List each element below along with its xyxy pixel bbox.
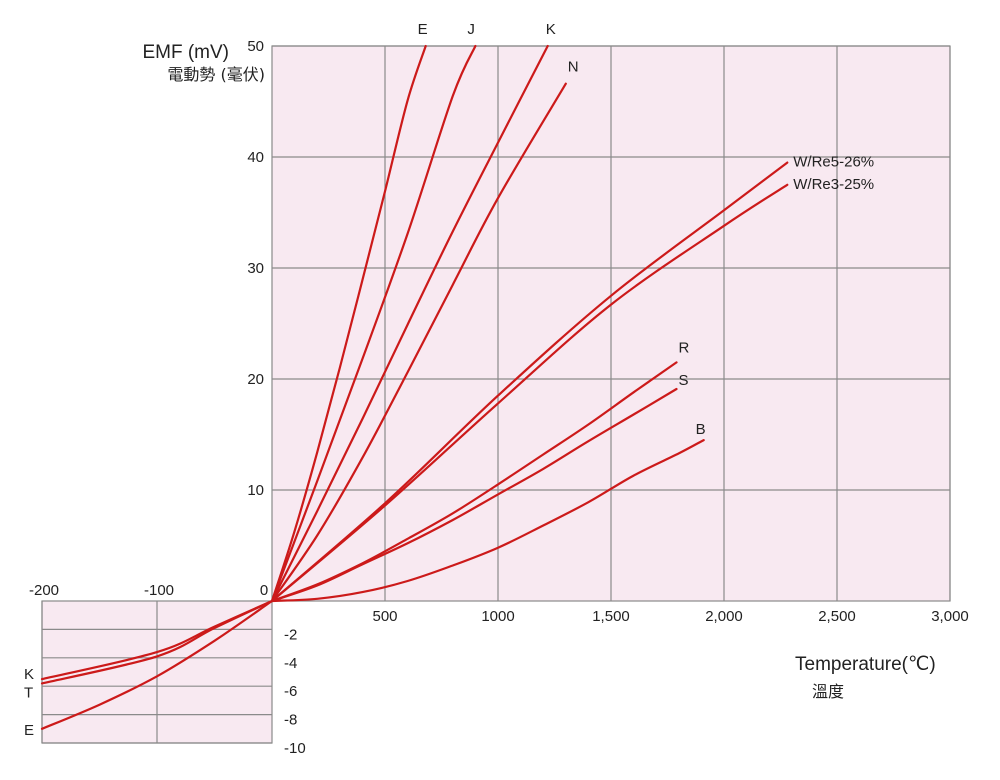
y-tick-label: 40	[247, 149, 264, 166]
series-label-k: K	[546, 21, 556, 38]
series-label-e: E	[24, 722, 34, 739]
y-tick-label-neg: -10	[284, 740, 306, 757]
curve-e-negative	[40, 599, 274, 730]
x-tick-label: 500	[372, 608, 397, 625]
x-axis-subtitle: 溫度	[812, 682, 844, 701]
y-tick-label-neg: -6	[284, 683, 297, 700]
y-axis-title: EMF (mV)	[142, 42, 229, 63]
curve-j	[270, 44, 477, 603]
series-label-w-re3-25-: W/Re3-25%	[793, 176, 874, 193]
series-label-e: E	[418, 21, 428, 38]
curve-t-negative	[40, 599, 274, 685]
series-label-w-re5-26-: W/Re5-26%	[793, 154, 874, 171]
y-axis-subtitle: 電動勢 (毫伏)	[167, 65, 265, 84]
series-label-j: J	[467, 21, 475, 38]
series-label-s: S	[679, 372, 689, 389]
x-tick-label-neg: -100	[144, 582, 174, 599]
origin-label: 0	[260, 582, 268, 599]
curve-n	[270, 82, 567, 603]
curve-k	[270, 44, 549, 603]
y-tick-label: 20	[247, 371, 264, 388]
x-tick-label: 3,000	[931, 608, 969, 625]
curve-w-re3-25-	[270, 183, 789, 603]
series-label-k: K	[24, 666, 34, 683]
x-tick-label: 1,500	[592, 608, 630, 625]
series-label-t: T	[24, 684, 33, 701]
x-tick-label: 1000	[481, 608, 514, 625]
plot-background	[42, 46, 950, 743]
series-label-r: R	[679, 339, 690, 356]
y-tick-label: 50	[247, 38, 264, 55]
curve-w-re5-26-	[270, 161, 789, 603]
x-tick-label-neg: -200	[29, 582, 59, 599]
series-label-n: N	[568, 59, 579, 76]
y-tick-label: 10	[247, 482, 264, 499]
curve-e	[270, 44, 427, 603]
x-tick-label: 2,500	[818, 608, 856, 625]
x-axis-title: Temperature(℃)	[795, 654, 936, 675]
curve-s	[270, 387, 678, 603]
y-tick-label-neg: -4	[284, 655, 297, 672]
y-tick-label: 30	[247, 260, 264, 277]
curves	[40, 44, 789, 730]
series-label-b: B	[696, 421, 706, 438]
curve-b	[270, 439, 705, 603]
y-tick-label-neg: -8	[284, 712, 297, 729]
tick-labels: 500 1000 1,500 2,000 2,500 3,000 -200 -100 0 10 20…	[29, 38, 969, 757]
x-tick-label: 2,000	[705, 608, 743, 625]
y-tick-label-neg: -2	[284, 626, 297, 643]
